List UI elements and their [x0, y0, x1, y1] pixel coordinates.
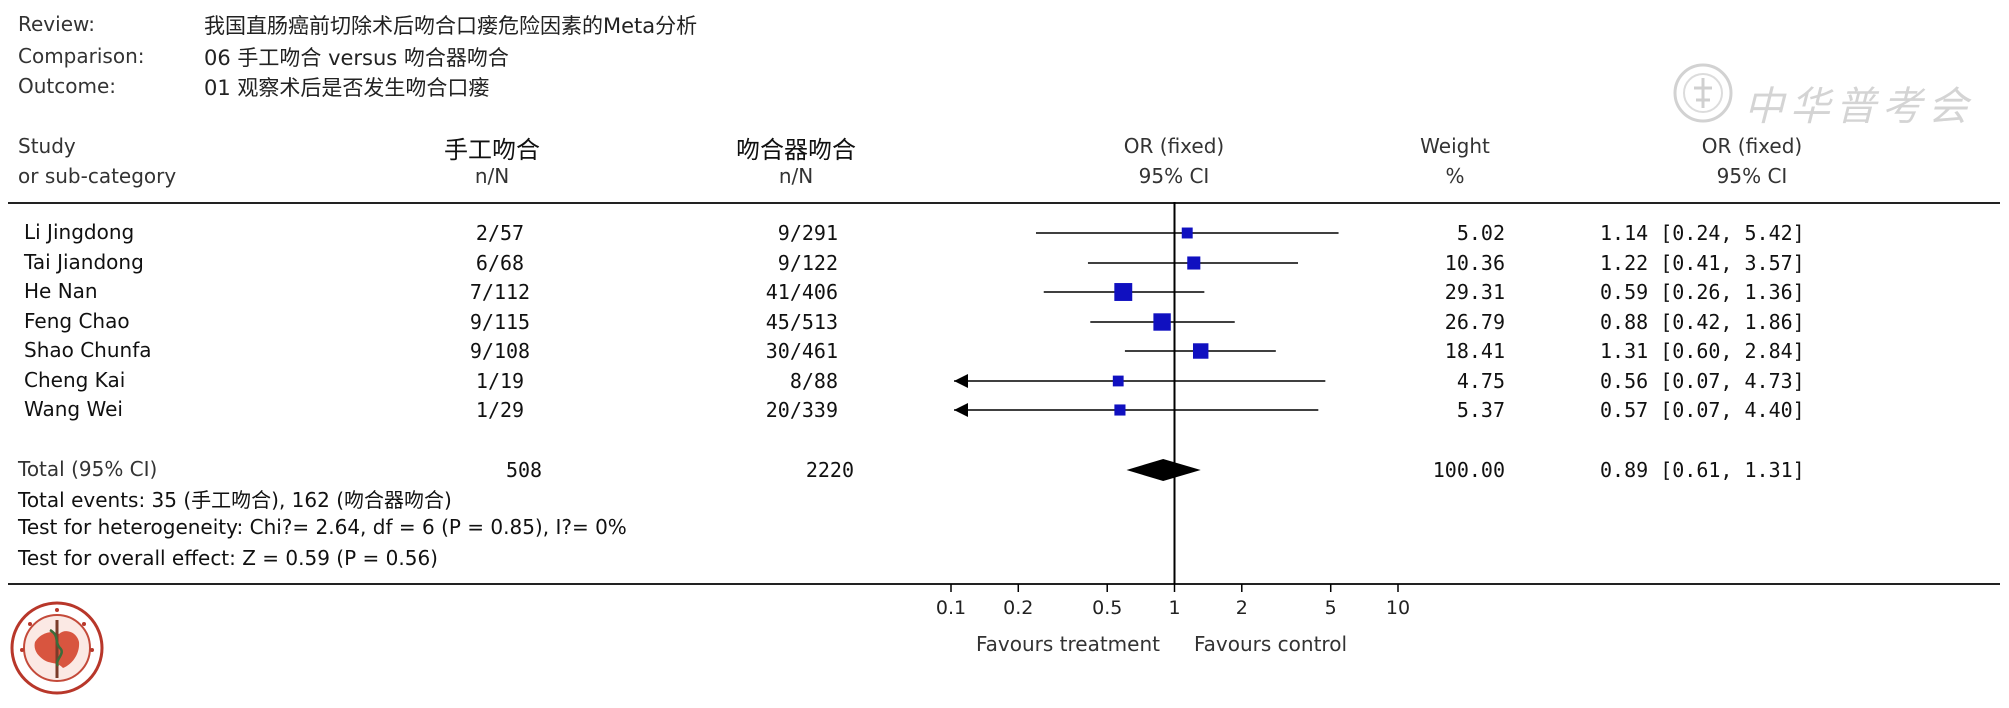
- study-name: Wang Wei: [24, 397, 123, 421]
- ci-arrow-left: [954, 374, 968, 388]
- header-sub-category: or sub-category: [18, 164, 177, 188]
- favours-control-label: Favours control: [1194, 632, 1347, 656]
- total-or-ci: 0.89 [0.61, 1.31]: [1600, 458, 1805, 482]
- study-marker: [1153, 313, 1171, 331]
- weight-value: 18.41: [1444, 339, 1505, 363]
- axis-tick-label: 0.2: [1003, 597, 1033, 619]
- group2-events: 45/513: [765, 310, 838, 334]
- group2-events: 20/339: [765, 398, 838, 422]
- group2-events: 41/406: [765, 280, 838, 304]
- group1-events: 2/57: [475, 221, 525, 245]
- overall-effect-test: Test for overall effect: Z = 0.59 (P = 0…: [18, 546, 438, 570]
- axis-tick-label: 1: [1168, 597, 1180, 619]
- study-marker: [1192, 343, 1209, 359]
- weight-value: 4.75: [1456, 369, 1505, 393]
- review-title: 我国直肠癌前切除术后吻合口瘘危险因素的Meta分析: [204, 14, 698, 38]
- watermark-seal-icon: [1672, 62, 1734, 124]
- header-group1: 手工吻合: [444, 136, 540, 164]
- total-group1: 508: [505, 458, 543, 482]
- or-ci-value: 1.22 [0.41, 3.57]: [1600, 251, 1805, 275]
- header-or-ci: 95% CI: [1716, 164, 1788, 188]
- or-ci-value: 1.31 [0.60, 2.84]: [1600, 339, 1805, 363]
- group1-events: 9/108: [469, 339, 531, 363]
- group2-events: 30/461: [765, 339, 838, 363]
- study-marker: [1114, 404, 1126, 416]
- study-marker: [1187, 256, 1201, 270]
- header-study: Study: [18, 134, 76, 158]
- group1-events: 1/29: [475, 398, 525, 422]
- header-divider: [8, 202, 2000, 204]
- header-group2-nN: n/N: [778, 164, 814, 188]
- comparison-label: Comparison:: [18, 44, 145, 68]
- total-weight: 100.00: [1432, 458, 1505, 482]
- study-name: He Nan: [24, 279, 98, 303]
- cma-logo: [8, 598, 106, 698]
- header-group1-nN: n/N: [474, 164, 510, 188]
- favours-treatment-label: Favours treatment: [975, 632, 1160, 656]
- group2-events: 9/122: [777, 251, 838, 275]
- group1-events: 9/115: [469, 310, 531, 334]
- study-marker: [1114, 283, 1133, 301]
- header-weight-pct: %: [1445, 164, 1465, 188]
- axis-divider: [8, 583, 2000, 585]
- weight-value: 10.36: [1444, 251, 1505, 275]
- axis-tick-label: 0.1: [936, 597, 966, 619]
- outcome-label: Outcome:: [18, 74, 117, 98]
- ci-arrow-left: [954, 403, 968, 417]
- total-group2: 2220: [805, 458, 854, 482]
- group1-events: 7/112: [469, 280, 531, 304]
- study-name: Tai Jiandong: [24, 250, 144, 274]
- watermark-text: 中华普考会: [1744, 84, 1974, 130]
- study-name: Shao Chunfa: [24, 338, 152, 362]
- header-plot-ci: 95% CI: [1138, 164, 1210, 188]
- weight-value: 29.31: [1444, 280, 1505, 304]
- review-label: Review:: [18, 12, 96, 36]
- or-ci-value: 0.88 [0.42, 1.86]: [1600, 310, 1805, 334]
- weight-value: 5.02: [1456, 221, 1505, 245]
- study-name: Li Jingdong: [24, 220, 135, 244]
- outcome-value: 01 观察术后是否发生吻合口瘘: [204, 76, 490, 100]
- study-marker: [1181, 227, 1193, 239]
- group1-events: 6/68: [475, 251, 525, 275]
- weight-value: 26.79: [1444, 310, 1505, 334]
- study-name: Cheng Kai: [24, 368, 126, 392]
- or-ci-value: 1.14 [0.24, 5.42]: [1600, 221, 1805, 245]
- comparison-value: 06 手工吻合 versus 吻合器吻合: [204, 46, 509, 70]
- pooled-diamond: [1126, 459, 1201, 481]
- study-marker: [1112, 375, 1124, 387]
- header-or: OR (fixed): [1701, 134, 1803, 158]
- or-ci-value: 0.57 [0.07, 4.40]: [1600, 398, 1805, 422]
- total-events: Total events: 35 (手工吻合), 162 (吻合器吻合): [18, 488, 452, 512]
- header-weight: Weight: [1420, 134, 1490, 158]
- heterogeneity-test: Test for heterogeneity: Chi?= 2.64, df =…: [18, 515, 627, 539]
- weight-value: 5.37: [1456, 398, 1505, 422]
- axis-tick-label: 0.5: [1092, 597, 1122, 619]
- group2-events: 9/291: [777, 221, 838, 245]
- axis-tick-label: 2: [1236, 597, 1248, 619]
- total-label: Total (95% CI): [18, 457, 158, 481]
- header-group2: 吻合器吻合: [736, 136, 856, 164]
- axis-tick-label: 10: [1386, 597, 1410, 619]
- study-name: Feng Chao: [24, 309, 130, 333]
- header-plot-or: OR (fixed): [1123, 134, 1225, 158]
- or-ci-value: 0.59 [0.26, 1.36]: [1600, 280, 1805, 304]
- axis-tick-label: 5: [1325, 597, 1337, 619]
- group1-events: 1/19: [475, 369, 525, 393]
- or-ci-value: 0.56 [0.07, 4.73]: [1600, 369, 1805, 393]
- group2-events: 8/88: [789, 369, 838, 393]
